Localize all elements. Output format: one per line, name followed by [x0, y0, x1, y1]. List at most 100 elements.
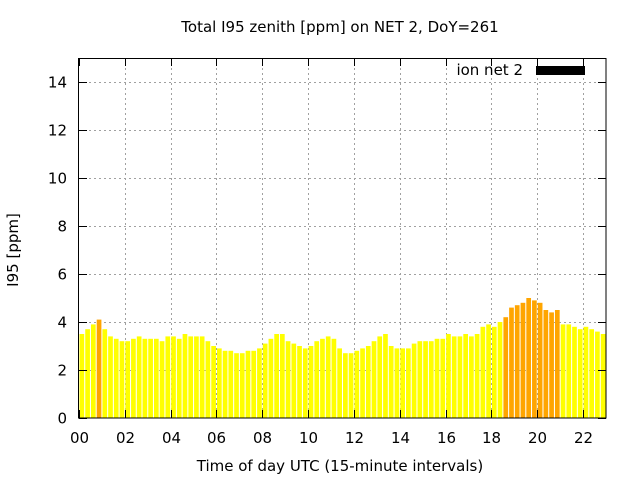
bar: [280, 334, 285, 418]
bar: [595, 331, 600, 418]
x-tick-label: 10: [299, 429, 318, 447]
x-tick-label: 12: [345, 429, 364, 447]
bar: [211, 346, 216, 418]
bar: [234, 353, 239, 418]
bar: [148, 338, 153, 418]
legend-swatch: [536, 66, 585, 75]
bar: [406, 348, 411, 418]
bar: [560, 324, 566, 418]
bar: [325, 336, 331, 418]
bar: [520, 302, 526, 418]
bar: [285, 341, 291, 418]
bar: [428, 341, 434, 418]
x-tick-label: 02: [116, 429, 135, 447]
x-tick-label: 16: [437, 429, 456, 447]
bar: [159, 341, 165, 418]
bar: [245, 350, 251, 418]
legend: ion net 2: [456, 61, 585, 79]
plot-frame: [78, 58, 607, 419]
bar: [85, 329, 90, 418]
bar: [463, 334, 469, 418]
bar: [348, 353, 354, 418]
bar: [251, 350, 257, 418]
bar: [543, 310, 549, 418]
bar: [497, 322, 503, 418]
bar: [566, 324, 572, 418]
bar: [394, 348, 400, 418]
bar: [411, 343, 417, 418]
bar: [113, 338, 119, 418]
bar: [90, 324, 96, 418]
bar: [549, 312, 554, 418]
bar: [554, 310, 560, 418]
bar: [153, 338, 159, 418]
bar: [440, 338, 446, 418]
bar: [274, 334, 279, 418]
bar: [343, 353, 348, 418]
bar: [171, 336, 176, 418]
bar: [371, 341, 377, 418]
bar: [216, 348, 222, 418]
bar: [262, 343, 268, 418]
bar: [474, 334, 480, 418]
bar: [165, 336, 171, 418]
bar: [125, 341, 131, 418]
bar: [417, 341, 423, 418]
x-tick-label: 00: [70, 429, 89, 447]
bar: [96, 319, 102, 418]
y-tick-label: 0: [57, 410, 67, 428]
bar: [136, 336, 142, 418]
bar: [188, 336, 194, 418]
bar: [503, 317, 509, 418]
bar: [514, 305, 520, 418]
y-tick-label: 8: [57, 218, 67, 236]
bars: [79, 298, 606, 418]
bar: [119, 341, 125, 418]
bar: [331, 338, 337, 418]
bar: [486, 324, 491, 418]
bar: [400, 348, 405, 418]
bar: [446, 334, 451, 418]
chart-title: Total I95 zenith [ppm] on NET 2, DoY=261: [180, 18, 498, 36]
bar: [377, 336, 383, 418]
bar: [314, 341, 320, 418]
bar: [228, 350, 234, 418]
bar: [239, 353, 245, 418]
bar: [199, 336, 205, 418]
x-axis-label: Time of day UTC (15-minute intervals): [196, 457, 483, 475]
bar: [480, 326, 486, 418]
bar: [308, 346, 314, 418]
bar: [577, 329, 583, 418]
y-tick-label: 4: [57, 314, 67, 332]
bar: [434, 338, 440, 418]
bar: [182, 334, 188, 418]
bar: [451, 336, 457, 418]
bar: [537, 302, 543, 418]
bar: [291, 343, 297, 418]
bar: [354, 350, 360, 418]
bar: [457, 336, 463, 418]
y-tick-label: 12: [48, 122, 67, 140]
bar: [337, 348, 342, 418]
bar: [365, 346, 371, 418]
bar: [79, 334, 85, 418]
bar: [268, 338, 274, 418]
bar: [108, 336, 113, 418]
bar: [176, 338, 182, 418]
bar: [360, 348, 365, 418]
bar: [572, 326, 577, 418]
bar: [600, 334, 606, 418]
y-tick-label: 6: [57, 266, 67, 284]
bar: [194, 336, 199, 418]
x-tick-label: 22: [574, 429, 593, 447]
bar: [383, 334, 388, 418]
bar: [205, 341, 211, 418]
bar: [131, 338, 136, 418]
grid-lines: [79, 58, 606, 418]
y-tick-label: 2: [57, 362, 67, 380]
bar: [509, 307, 514, 418]
bar: [257, 348, 262, 418]
bar: [388, 346, 394, 418]
bar: [583, 326, 589, 418]
